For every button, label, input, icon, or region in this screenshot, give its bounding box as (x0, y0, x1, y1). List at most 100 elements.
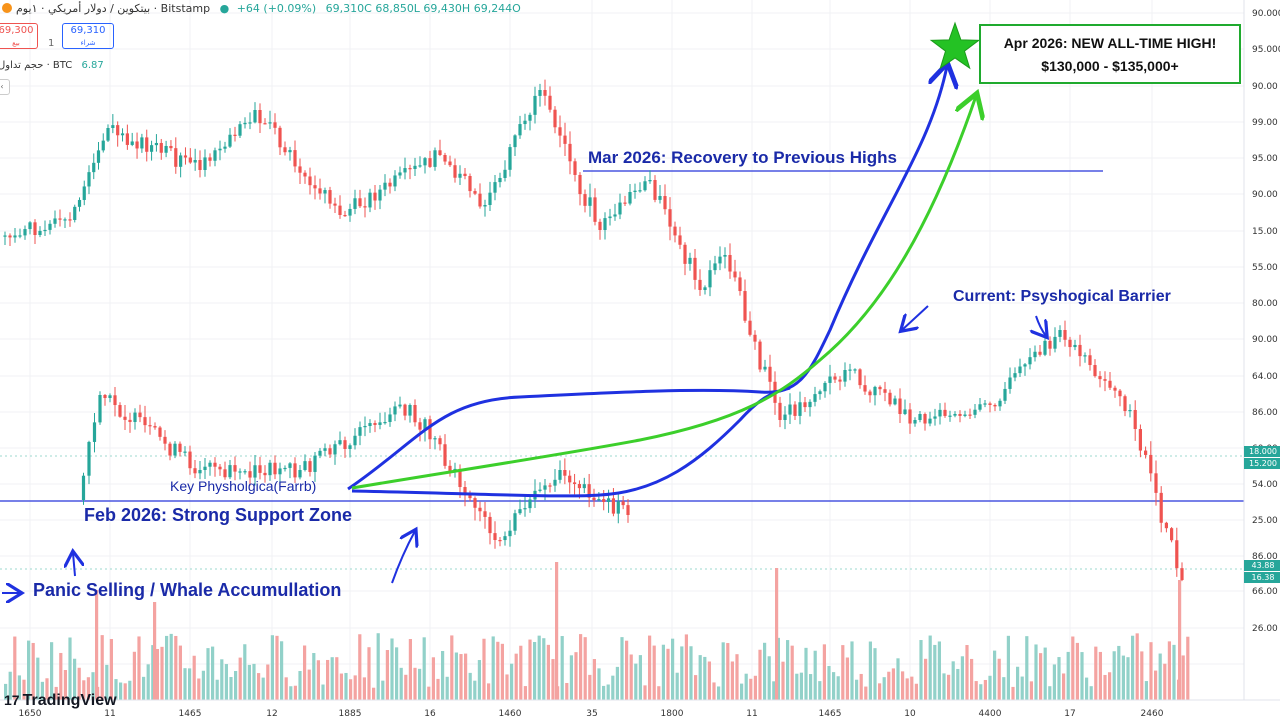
volume-bar (63, 669, 67, 700)
volume-bar (928, 635, 932, 700)
candle-body (508, 147, 512, 170)
volume-bar (59, 652, 63, 700)
candle-body (106, 128, 110, 141)
volume-bar (1029, 681, 1033, 700)
candle-body (523, 120, 527, 125)
volume-bar (1117, 645, 1121, 700)
candle-body (592, 497, 596, 501)
candle (38, 226, 42, 238)
candle-body (948, 415, 952, 417)
candle (958, 410, 962, 423)
candle (548, 86, 552, 113)
candle-body (493, 533, 497, 540)
candle-body (213, 150, 217, 161)
candle-body (218, 148, 222, 151)
candle-body (778, 402, 782, 420)
candle (1038, 344, 1042, 357)
volume-bar (1006, 635, 1010, 700)
price-axis[interactable]: 90.000 95.000 90.00 99.00 95.00 90.00 15.00 55.… (1243, 0, 1280, 700)
volume-bar (896, 658, 900, 700)
candle-body (513, 135, 517, 148)
volume-bar (625, 640, 629, 700)
candle-body (373, 192, 377, 201)
volume-bar (1057, 657, 1061, 700)
candle (92, 413, 97, 453)
candle-body (343, 215, 347, 217)
arrow-support-up (391, 531, 415, 584)
candle (558, 460, 562, 484)
volume-bar (1098, 651, 1102, 700)
candle (908, 403, 912, 434)
candle-body (1023, 364, 1027, 367)
volume-bar (418, 668, 422, 700)
volume-bar (901, 671, 905, 700)
candle-body (803, 402, 807, 408)
candle-body (323, 448, 327, 451)
volume-bar (1172, 644, 1176, 700)
candle-body (728, 255, 732, 272)
volume-bar (385, 650, 389, 700)
tradingview-logo[interactable]: 17 TradingView (4, 692, 117, 710)
volume-bar (864, 686, 868, 700)
candle (608, 208, 612, 226)
candle (848, 363, 852, 381)
candle (563, 122, 567, 157)
candle (803, 396, 807, 413)
time-axis[interactable]: 1650 11 1465 12 1885 16 1460 35 1800 11 1465 10 4400… (0, 699, 1280, 719)
candle (498, 172, 502, 188)
candle (683, 242, 687, 276)
volume-legend[interactable]: حجم تداول · BTC 6.87 (0, 60, 104, 71)
volume-bar (970, 658, 974, 700)
volume-bar (454, 652, 458, 700)
candle-body (643, 181, 647, 191)
candle-body (403, 168, 407, 173)
candle (923, 412, 927, 431)
collapse-legend-button[interactable]: ‹ (0, 79, 10, 95)
candle-body (63, 219, 67, 221)
volume-bar (551, 659, 555, 700)
symbol-header[interactable]: بيتكوين / دولار أمريكي · ١يوم · Bitstamp… (2, 2, 521, 15)
candle-body (468, 176, 472, 192)
candle-body (77, 199, 82, 207)
volume-bar (45, 678, 49, 700)
candle (128, 412, 132, 433)
candle-body (978, 404, 982, 410)
sell-button[interactable]: 69,300 بيع (0, 23, 38, 49)
candle (1028, 348, 1032, 370)
buy-button[interactable]: 69,310 شراء (62, 23, 114, 49)
volume-bar (1181, 655, 1185, 700)
candle (168, 441, 172, 461)
candle (538, 83, 542, 107)
candle-body (883, 389, 887, 393)
candle-body (733, 271, 737, 278)
volume-bar (652, 645, 656, 700)
candle-body (738, 277, 742, 292)
candle-body (413, 165, 417, 169)
volume-bar (947, 674, 951, 700)
volume-bar (399, 667, 403, 700)
time-axis-label: 1460 (499, 709, 522, 719)
volume-bar (850, 641, 854, 700)
candle (473, 188, 477, 196)
candle-body (358, 427, 362, 436)
candle-body (238, 124, 242, 136)
volume-bar (445, 676, 449, 700)
candle (1170, 527, 1174, 543)
candle-body (268, 462, 272, 476)
candle-body (258, 110, 262, 124)
candle (338, 195, 342, 219)
volume-bar (1020, 676, 1024, 700)
volume-bar (307, 669, 311, 700)
candle (273, 113, 277, 135)
volume-label: حجم تداول · BTC (0, 60, 73, 71)
candle (373, 420, 377, 433)
candle-body (388, 182, 392, 187)
live-dot-icon: ● (219, 2, 230, 15)
candle-body (338, 440, 342, 445)
candle-body (368, 192, 372, 208)
candle (403, 157, 407, 180)
volume-bar (661, 644, 665, 700)
candle-body (82, 186, 86, 200)
volume-bar (528, 639, 532, 700)
